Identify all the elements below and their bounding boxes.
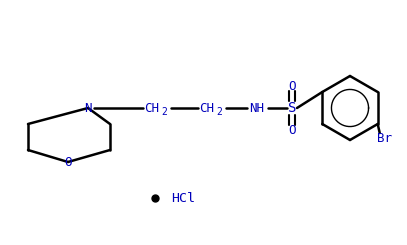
Text: CH: CH <box>199 101 214 114</box>
Text: N: N <box>84 101 92 114</box>
Text: HCl: HCl <box>171 192 195 205</box>
Text: CH: CH <box>144 101 160 114</box>
Text: S: S <box>288 101 296 115</box>
Text: NH: NH <box>249 101 265 114</box>
Text: 2: 2 <box>161 107 167 117</box>
Text: 2: 2 <box>216 107 222 117</box>
Text: O: O <box>288 123 296 136</box>
Text: Br: Br <box>377 132 392 145</box>
Text: O: O <box>288 79 296 93</box>
Text: O: O <box>64 156 72 169</box>
